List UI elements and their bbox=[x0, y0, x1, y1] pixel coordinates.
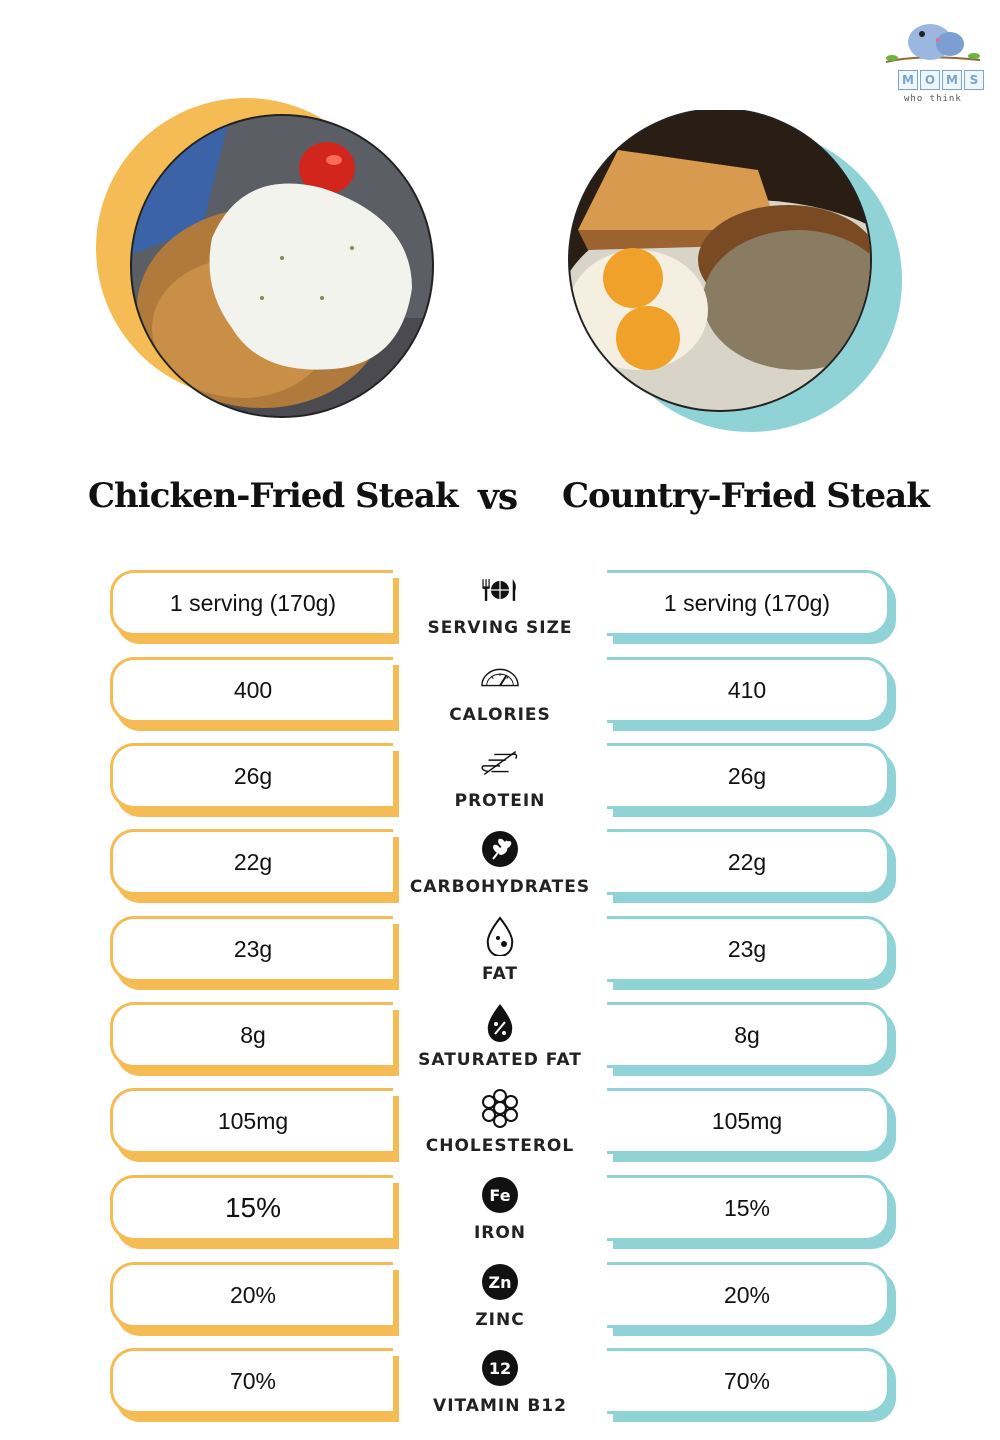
right-value: 70% bbox=[607, 1348, 890, 1414]
right-item-title: Country-Fried Steak bbox=[562, 476, 930, 516]
left-value: 1 serving (170g) bbox=[110, 570, 393, 636]
zn-icon: Zn bbox=[480, 1262, 520, 1302]
row-center: SATURATED FAT bbox=[400, 1002, 600, 1078]
row-center: Fe IRON bbox=[400, 1175, 600, 1251]
gauge-icon bbox=[480, 657, 520, 697]
left-value: 70% bbox=[110, 1348, 393, 1414]
left-value: 26g bbox=[110, 743, 393, 809]
right-value: 20% bbox=[607, 1262, 890, 1328]
comparison-row-zinc: 20% Zn ZINC 20% bbox=[0, 1262, 1000, 1338]
wheat-icon bbox=[480, 829, 520, 869]
vs-label: vs bbox=[478, 476, 518, 518]
comparison-row-fat: 23g FAT 23g bbox=[0, 916, 1000, 992]
left-item-title: Chicken-Fried Steak bbox=[88, 476, 459, 516]
left-value: 23g bbox=[110, 916, 393, 982]
row-center: CALORIES bbox=[400, 657, 600, 733]
right-value: 26g bbox=[607, 743, 890, 809]
b12-icon: 12 bbox=[480, 1348, 520, 1388]
comparison-row-carbohydrates: 22g CARBOHYDRATES 22g bbox=[0, 829, 1000, 905]
right-value: 22g bbox=[607, 829, 890, 895]
left-value: 105mg bbox=[110, 1088, 393, 1154]
logo-letter: M bbox=[898, 70, 918, 90]
right-value: 23g bbox=[607, 916, 890, 982]
dna-icon bbox=[480, 743, 520, 783]
row-center: CARBOHYDRATES bbox=[400, 829, 600, 905]
row-center: 12 VITAMIN B12 bbox=[400, 1348, 600, 1424]
bird-icon bbox=[885, 24, 981, 63]
logo-letters: M O M S bbox=[898, 70, 984, 90]
percent-drop-icon bbox=[480, 1002, 520, 1042]
logo-tagline: who think bbox=[904, 94, 962, 104]
logo-letter: M bbox=[942, 70, 962, 90]
left-value: 15% bbox=[110, 1175, 393, 1241]
row-label: IRON bbox=[473, 1223, 527, 1243]
row-label: PROTEIN bbox=[454, 791, 546, 811]
comparison-row-vitamin-b12: 70% 12 VITAMIN B12 70% bbox=[0, 1348, 1000, 1424]
row-center: PROTEIN bbox=[400, 743, 600, 819]
comparison-row-saturated-fat: 8g SATURATED FAT 8g bbox=[0, 1002, 1000, 1078]
row-center: Zn ZINC bbox=[400, 1262, 600, 1338]
right-value: 15% bbox=[607, 1175, 890, 1241]
country-fried-steak-photo bbox=[568, 110, 902, 432]
right-value: 1 serving (170g) bbox=[607, 570, 890, 636]
right-value: 410 bbox=[607, 657, 890, 723]
row-center: CHOLESTEROL bbox=[400, 1088, 600, 1164]
left-value: 20% bbox=[110, 1262, 393, 1328]
logo-letter: O bbox=[920, 70, 940, 90]
molecule-icon bbox=[480, 1088, 520, 1128]
left-value: 400 bbox=[110, 657, 393, 723]
row-label: FAT bbox=[481, 964, 519, 984]
left-value: 22g bbox=[110, 829, 393, 895]
row-label: CARBOHYDRATES bbox=[409, 877, 591, 897]
moms-who-think-logo: M O M S who think bbox=[880, 14, 986, 106]
logo-letter: S bbox=[964, 70, 984, 90]
row-center: FAT bbox=[400, 916, 600, 992]
right-value: 8g bbox=[607, 1002, 890, 1068]
utensils-plate-icon bbox=[480, 570, 520, 610]
row-label: SATURATED FAT bbox=[418, 1050, 582, 1070]
row-label: CALORIES bbox=[449, 705, 551, 725]
row-label: ZINC bbox=[475, 1310, 525, 1330]
fe-icon: Fe bbox=[480, 1175, 520, 1215]
row-label: VITAMIN B12 bbox=[433, 1396, 567, 1416]
row-center: SERVING SIZE bbox=[400, 570, 600, 646]
comparison-row-iron: 15% Fe IRON 15% bbox=[0, 1175, 1000, 1251]
row-label: SERVING SIZE bbox=[427, 618, 573, 638]
row-label: CHOLESTEROL bbox=[425, 1136, 575, 1156]
chicken-fried-steak-photo bbox=[96, 98, 434, 418]
drop-icon bbox=[480, 916, 520, 956]
right-value: 105mg bbox=[607, 1088, 890, 1154]
comparison-row-cholesterol: 105mg CHOLESTEROL 105mg bbox=[0, 1088, 1000, 1164]
comparison-row-protein: 26g PROTEIN 26g bbox=[0, 743, 1000, 819]
comparison-row-calories: 400 CALORIES 410 bbox=[0, 657, 1000, 733]
left-value: 8g bbox=[110, 1002, 393, 1068]
comparison-row-serving-size: 1 serving (170g) SERVING SIZE 1 serving … bbox=[0, 570, 1000, 646]
